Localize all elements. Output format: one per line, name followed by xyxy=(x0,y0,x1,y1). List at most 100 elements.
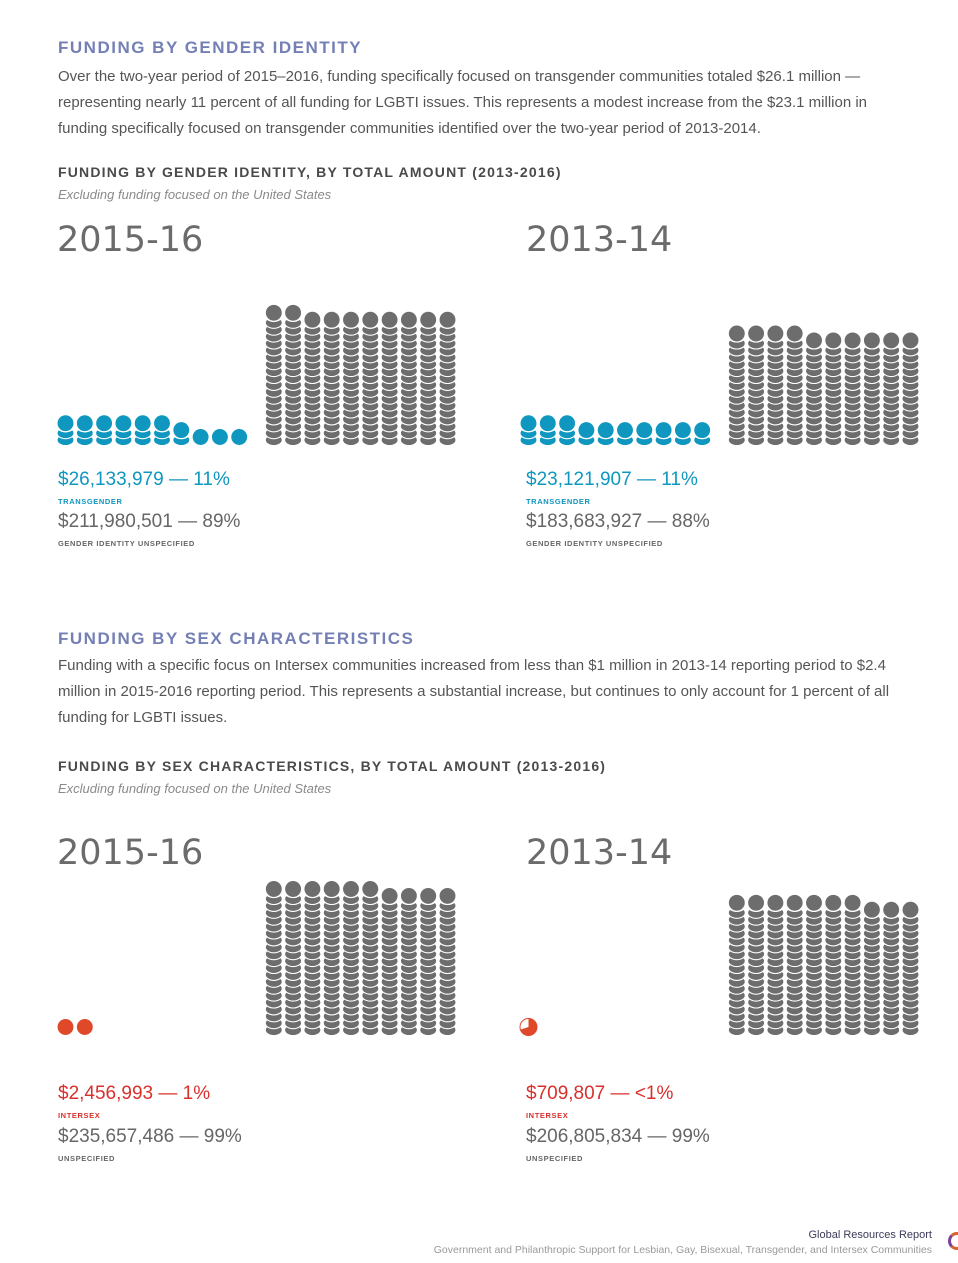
percent-label: 11% xyxy=(661,469,698,490)
series-name-label: UNSPECIFIED xyxy=(58,1154,116,1163)
coin-stack-transgender xyxy=(635,421,654,447)
period-label: 2013-14 xyxy=(526,833,673,873)
coin-stack-unspecified xyxy=(303,310,322,447)
period-label: 2015-16 xyxy=(57,220,204,260)
coin-stack-transgender xyxy=(693,421,712,447)
stat-unspecified-2013-14: $183,683,927 — 88% xyxy=(526,511,710,532)
coin-stack-unspecified xyxy=(882,331,901,447)
percent-label: 88% xyxy=(671,511,710,532)
coin-stack-unspecified xyxy=(843,331,862,447)
coin-stack-unspecified xyxy=(804,893,824,1037)
coin-stack-unspecified xyxy=(438,886,457,1037)
chart-subtitle-sex-characteristics: Excluding funding focused on the United … xyxy=(58,781,332,796)
coin-stack-unspecified xyxy=(380,310,399,447)
coin-stack-transgender xyxy=(558,414,577,447)
coin-stack-unspecified xyxy=(303,879,322,1037)
coin-stack-unspecified xyxy=(862,331,881,447)
series-name-label: GENDER IDENTITY UNSPECIFIED xyxy=(58,539,195,548)
coin-stack-unspecified xyxy=(843,893,862,1037)
footer-report-subtitle: Government and Philanthropic Support for… xyxy=(433,1244,932,1256)
coin-stack-unspecified xyxy=(766,893,785,1037)
amount-label: $2,456,993 xyxy=(58,1083,154,1104)
section-paragraph-gender-identity: Over the two-year period of 2015–2016, f… xyxy=(58,68,868,137)
amount-label: $206,805,834 xyxy=(526,1126,643,1147)
coin-stack-intersex xyxy=(56,1017,75,1037)
coin-stack-unspecified xyxy=(766,324,785,447)
coin-stack-unspecified xyxy=(727,893,746,1037)
coin-stack-unspecified xyxy=(862,900,881,1037)
coin-stack-transgender xyxy=(673,421,692,447)
coin-stack-unspecified xyxy=(727,324,746,447)
coin-stack-unspecified xyxy=(284,879,303,1037)
coin-stack-intersex xyxy=(75,1017,94,1037)
series-name-label: INTERSEX xyxy=(58,1111,101,1120)
chart-subtitle-gender-identity: Excluding funding focused on the United … xyxy=(58,187,332,202)
coin-stack-transgender xyxy=(114,414,133,447)
coin-stack-unspecified xyxy=(804,331,824,447)
coin-stack-unspecified xyxy=(341,310,361,447)
chart-title-sex-characteristics: FUNDING BY SEX CHARACTERISTICS, BY TOTAL… xyxy=(58,758,607,774)
coin-stack-unspecified xyxy=(785,324,804,447)
amount-label: $709,807 xyxy=(526,1083,606,1104)
coin-stack-unspecified xyxy=(341,879,361,1037)
series-name-label: UNSPECIFIED xyxy=(526,1154,584,1163)
coin-stack-unspecified xyxy=(882,900,901,1037)
percent-label: 99% xyxy=(671,1126,710,1147)
amount-label: $26,133,979 xyxy=(58,469,164,490)
coin-stack-transgender xyxy=(519,414,538,447)
coin-stack-unspecified xyxy=(361,310,380,447)
coin-stack-unspecified xyxy=(361,879,380,1037)
stat-transgender-2013-14: $23,121,907 — 11% xyxy=(526,469,698,490)
coin-stack-unspecified xyxy=(438,310,457,447)
period-label: 2013-14 xyxy=(526,220,673,260)
coin-stack-transgender xyxy=(191,427,210,447)
stat-unspecified-2015-16: $235,657,486 — 99% xyxy=(58,1126,242,1147)
period-label: 2015-16 xyxy=(57,833,204,873)
footer-report-title: Global Resources Report xyxy=(808,1229,932,1241)
report-logo-icon xyxy=(948,1232,958,1250)
section-title-sex-characteristics: FUNDING BY SEX CHARACTERISTICS xyxy=(58,629,415,648)
amount-label: $235,657,486 xyxy=(58,1126,175,1147)
amount-label: $183,683,927 xyxy=(526,511,643,532)
coin-stack-unspecified xyxy=(264,303,283,447)
coin-stack-unspecified xyxy=(380,886,399,1037)
coin-pictogram-panel xyxy=(519,893,920,1037)
series-name-label: GENDER IDENTITY UNSPECIFIED xyxy=(526,539,663,548)
coin-stack-transgender xyxy=(133,414,152,447)
coin-stack-unspecified xyxy=(284,303,303,447)
coin-stack-transgender xyxy=(95,414,114,447)
coin-stack-transgender xyxy=(654,421,673,447)
coin-stack-transgender xyxy=(230,427,249,447)
amount-label: $23,121,907 xyxy=(526,469,632,490)
chart-title-gender-identity: FUNDING BY GENDER IDENTITY, BY TOTAL AMO… xyxy=(58,164,562,180)
stat-unspecified-2013-14: $206,805,834 — 99% xyxy=(526,1126,710,1147)
coin-stack-transgender xyxy=(56,414,75,447)
coin-stack-transgender xyxy=(210,427,229,447)
coin-pictogram-panel xyxy=(56,303,457,447)
coin-stack-unspecified xyxy=(747,893,766,1037)
coin-stack-unspecified xyxy=(901,331,920,447)
stat-unspecified-2015-16: $211,980,501 — 89% xyxy=(58,511,241,532)
stat-transgender-2015-16: $26,133,979 — 11% xyxy=(58,469,230,490)
amount-label: $211,980,501 xyxy=(58,511,173,532)
percent-label: <1% xyxy=(634,1083,674,1104)
coin-stack-unspecified xyxy=(399,886,418,1037)
coin-stack-unspecified xyxy=(785,893,804,1037)
coin-stack-unspecified xyxy=(322,879,341,1037)
coin-stack-transgender xyxy=(172,421,191,447)
coin-stack-transgender xyxy=(577,421,596,447)
coin-stack-unspecified xyxy=(901,900,920,1037)
percent-label: 89% xyxy=(202,511,241,532)
coin-stack-unspecified xyxy=(824,893,843,1037)
section-paragraph-sex-characteristics: Funding with a specific focus on Interse… xyxy=(58,657,890,726)
coin-stack-transgender xyxy=(538,414,557,447)
series-name-label: TRANSGENDER xyxy=(526,497,591,506)
coin-stack-unspecified xyxy=(322,310,341,447)
percent-label: 1% xyxy=(182,1083,211,1104)
coin-stack-transgender xyxy=(596,421,615,447)
stat-intersex-2015-16: $2,456,993 — 1% xyxy=(58,1083,211,1104)
coin-stack-unspecified xyxy=(264,879,283,1037)
coin-stack-unspecified xyxy=(419,886,438,1037)
coin-stack-transgender xyxy=(615,421,635,447)
coin-stack-transgender xyxy=(75,414,94,447)
